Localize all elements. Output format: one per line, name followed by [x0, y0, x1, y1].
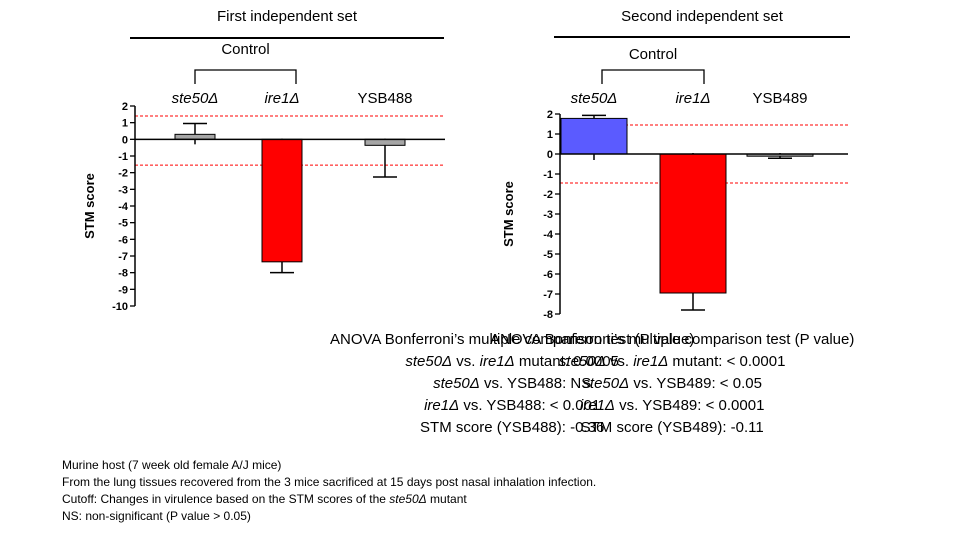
y-tick-label: 2 [547, 109, 553, 121]
chart-2-title-underline [554, 36, 850, 38]
chart-2-title: Second independent set [621, 8, 783, 25]
y-tick-label: -3 [543, 209, 553, 221]
control-label: Control [221, 41, 269, 58]
control-bracket [194, 69, 297, 84]
chart-1: Control ste50Δ ire1Δ YSB488 2 1 0 -1 -2 -3 -4 -5 -6 -… [82, 41, 445, 313]
control-label: Control [629, 46, 677, 63]
stats-2-line: ste50Δ vs. YSB489: < 0.05 [582, 375, 762, 392]
category-label: YSB489 [752, 90, 807, 107]
footnotes: Murine host (7 week old female A/J mice)… [62, 457, 596, 525]
y-axis-label: STM score [82, 173, 97, 239]
y-tick-label: -2 [543, 189, 553, 201]
y-tick-label: -4 [118, 201, 129, 213]
stats-1-heading: ANOVA Bonferroni’s multiple comparison t… [330, 331, 695, 348]
category-label: ire1Δ [264, 90, 299, 107]
stats-2-line: ste50Δ vs. ire1Δ mutant: < 0.0001 [558, 353, 786, 370]
footnote-line: Murine host (7 week old female A/J mice) [62, 458, 282, 472]
bar [560, 117, 628, 155]
stats-2-heading: ANOVA Bonferroni’s multiple comparison t… [490, 331, 855, 348]
y-tick-label: -7 [543, 289, 553, 301]
y-tick-label: -4 [543, 229, 554, 241]
footnote-line: From the lung tissues recovered from the… [62, 475, 597, 489]
chart-1-title-underline [130, 37, 444, 39]
bar [261, 138, 303, 263]
y-tick-label: -8 [543, 309, 553, 321]
category-label: ire1Δ [675, 90, 710, 107]
stats-block-1: ANOVA Bonferroni’s multiple comparison t… [330, 329, 694, 439]
y-tick-label: -3 [118, 184, 128, 196]
stats-1-line: ste50Δ vs. ire1Δ mutant: 0.0005 [405, 353, 619, 370]
y-tick-label: -7 [118, 251, 128, 263]
stats-2-line: STM score (YSB489): -0.11 [580, 419, 764, 436]
y-tick-label: -2 [118, 168, 128, 180]
y-axis-label: STM score [501, 181, 516, 247]
category-label: YSB488 [357, 90, 412, 107]
category-label: ste50Δ [571, 90, 618, 107]
y-tick-label: 0 [547, 149, 553, 161]
y-tick-label: 1 [122, 118, 128, 130]
stats-1-line: ste50Δ vs. YSB488: NS [433, 375, 592, 392]
category-label: ste50Δ [172, 90, 219, 107]
bar [364, 138, 406, 146]
y-tick-label: -8 [118, 268, 128, 280]
stats-block-2: ANOVA Bonferroni’s multiple comparison t… [490, 329, 854, 439]
stats-2-line: ire1Δ vs. YSB489: < 0.0001 [579, 397, 765, 414]
footnote-line: NS: non-significant (P value > 0.05) [62, 509, 251, 523]
y-tick-label: -5 [118, 218, 128, 230]
y-tick-label: -6 [543, 269, 553, 281]
control-bracket [601, 69, 705, 84]
y-tick-label: 2 [122, 101, 128, 113]
chart-2: Control ste50Δ ire1Δ YSB489 2 1 0 -1 -2 -3 -4 -5 -6 -… [501, 46, 848, 321]
chart-1-title: First independent set [216, 8, 358, 25]
y-tick-label: -9 [118, 284, 128, 296]
y-tick-label: -6 [118, 234, 128, 246]
y-tick-label: -1 [543, 169, 553, 181]
bar [659, 153, 727, 294]
y-tick-label: 1 [547, 129, 553, 141]
footnote-line: Cutoff: Changes in virulence based on th… [62, 492, 467, 506]
y-tick-label: 0 [122, 134, 128, 146]
stats-1-line: STM score (YSB488): -0.36 [420, 419, 605, 436]
y-tick-label: -10 [112, 301, 128, 313]
y-tick-label: -1 [118, 151, 128, 163]
stats-1-line: ire1Δ vs. YSB488: < 0.001 [424, 397, 601, 414]
y-tick-label: -5 [543, 249, 553, 261]
